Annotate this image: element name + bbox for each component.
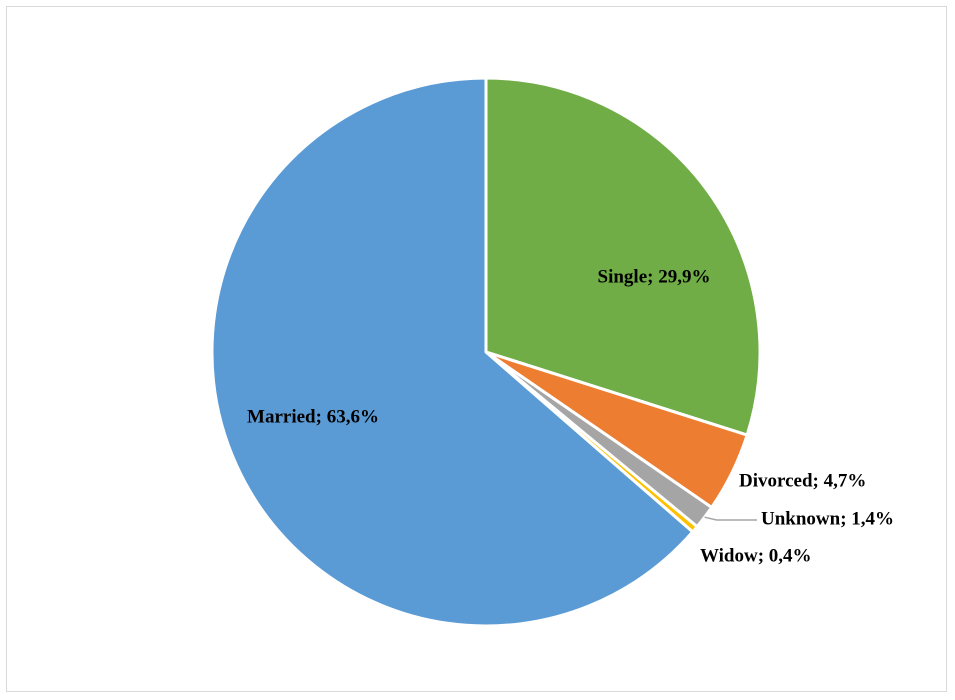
slice-label-single: Single; 29,9% bbox=[598, 266, 711, 287]
pie-slice-married bbox=[210, 76, 695, 628]
slice-label-married: Married; 63,6% bbox=[247, 406, 379, 427]
slice-label-widow: Widow; 0,4% bbox=[700, 545, 812, 566]
pie-slice-single bbox=[484, 76, 762, 437]
slice-label-unknown: Unknown; 1,4% bbox=[761, 508, 894, 529]
leader-line-unknown bbox=[704, 516, 757, 521]
pie-slices bbox=[210, 76, 762, 628]
leader-lines bbox=[704, 516, 757, 521]
slice-labels: Single; 29,9% Divorced; 4,7% Unknown; 1,4%… bbox=[247, 266, 894, 566]
slice-label-divorced: Divorced; 4,7% bbox=[739, 470, 866, 491]
